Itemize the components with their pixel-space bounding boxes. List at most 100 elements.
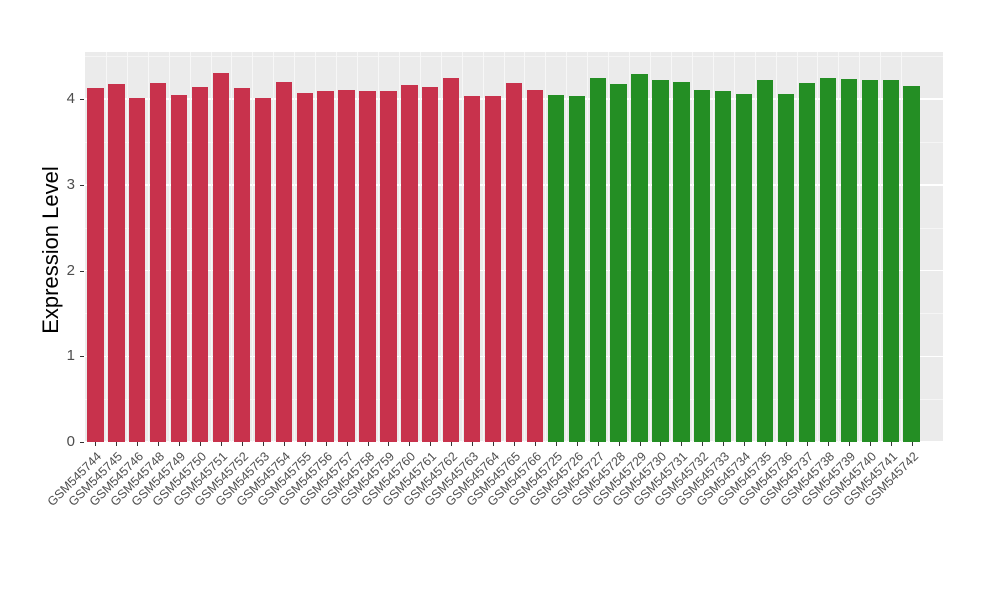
grid-line-vertical (796, 52, 798, 442)
y-tick-mark (80, 442, 84, 443)
grid-line-vertical (608, 52, 610, 442)
x-tick-mark (660, 442, 662, 446)
x-tick-mark (786, 442, 788, 446)
plot-panel (85, 52, 943, 442)
bar (715, 91, 732, 442)
x-tick-mark (304, 442, 306, 446)
grid-line-minor (85, 56, 943, 58)
grid-line-vertical (817, 52, 819, 442)
x-tick-mark (179, 442, 181, 446)
bar (401, 85, 418, 442)
grid-line-vertical (294, 52, 296, 442)
grid-line-vertical (524, 52, 526, 442)
x-tick-mark (137, 442, 139, 446)
x-tick-mark (262, 442, 264, 446)
x-tick-mark (806, 442, 808, 446)
x-tick-mark (367, 442, 369, 446)
x-tick-mark (827, 442, 829, 446)
y-tick-label: 3 (66, 175, 75, 193)
bar (861, 80, 878, 442)
grid-line-vertical (461, 52, 463, 442)
bar (736, 94, 753, 442)
x-tick-mark (430, 442, 432, 446)
bar (359, 91, 376, 442)
bar (798, 82, 816, 442)
bar (443, 77, 460, 442)
grid-line-vertical (252, 52, 254, 442)
bar (882, 80, 899, 442)
grid-line-vertical (168, 52, 170, 442)
grid-line-vertical (503, 52, 505, 442)
x-tick-mark (241, 442, 243, 446)
grid-line-vertical (419, 52, 421, 442)
x-tick-mark (534, 442, 536, 446)
x-tick-mark (493, 442, 495, 446)
bar (254, 98, 272, 442)
bar (129, 98, 146, 442)
grid-line-vertical (901, 52, 903, 442)
grid-line-vertical (482, 52, 484, 442)
bar (171, 94, 188, 442)
x-tick-mark (848, 442, 850, 446)
bar (840, 78, 857, 442)
bar (610, 83, 627, 442)
x-tick-mark (346, 442, 348, 446)
grid-line-vertical (147, 52, 149, 442)
bar (568, 95, 585, 442)
x-tick-mark (116, 442, 118, 446)
x-tick-mark (702, 442, 704, 446)
x-tick-mark (158, 442, 160, 446)
bar (526, 89, 544, 442)
grid-line-vertical (629, 52, 630, 442)
bar (819, 77, 837, 442)
x-tick-mark (283, 442, 285, 446)
x-tick-mark (200, 442, 202, 446)
bar (422, 87, 439, 442)
grid-line-vertical (273, 52, 275, 442)
grid-line-vertical (440, 52, 442, 442)
grid-line-vertical (838, 52, 840, 442)
x-tick-mark (95, 442, 97, 446)
x-tick-mark (681, 442, 683, 446)
y-tick-label: 1 (66, 347, 75, 365)
bar (380, 90, 397, 442)
x-tick-mark (472, 442, 474, 446)
grid-line-vertical (398, 52, 400, 442)
bar (505, 82, 523, 442)
bar (275, 82, 292, 442)
x-tick-mark (388, 442, 390, 446)
y-tick-mark (80, 270, 84, 272)
grid-line-vertical (670, 52, 672, 442)
grid-line-vertical (315, 52, 317, 442)
x-tick-mark (723, 442, 725, 446)
x-tick-mark (911, 442, 913, 446)
x-tick-mark (618, 442, 620, 446)
x-tick-mark (744, 442, 746, 446)
bar (108, 83, 125, 442)
x-tick-mark (639, 442, 641, 446)
grid-line-vertical (545, 52, 547, 442)
grid-line-vertical (587, 52, 589, 442)
x-tick-mark (576, 442, 578, 446)
x-tick-mark (451, 442, 453, 446)
x-tick-mark (597, 442, 599, 446)
bar (233, 88, 251, 442)
grid-line-vertical (126, 52, 128, 442)
x-tick-mark (325, 442, 327, 446)
bar (484, 95, 502, 442)
bar (756, 80, 774, 442)
bar (296, 93, 313, 442)
grid-line-vertical (357, 52, 358, 442)
bar (338, 89, 355, 442)
x-tick-mark (514, 442, 515, 446)
grid-line-vertical (733, 52, 735, 442)
x-tick-mark (869, 442, 871, 446)
y-tick-label: 2 (66, 261, 75, 279)
grid-line-vertical (859, 52, 861, 442)
grid-line-vertical (712, 52, 714, 442)
bar (631, 74, 648, 442)
x-tick-mark (890, 442, 892, 446)
bar (150, 82, 167, 442)
bar (191, 87, 209, 442)
